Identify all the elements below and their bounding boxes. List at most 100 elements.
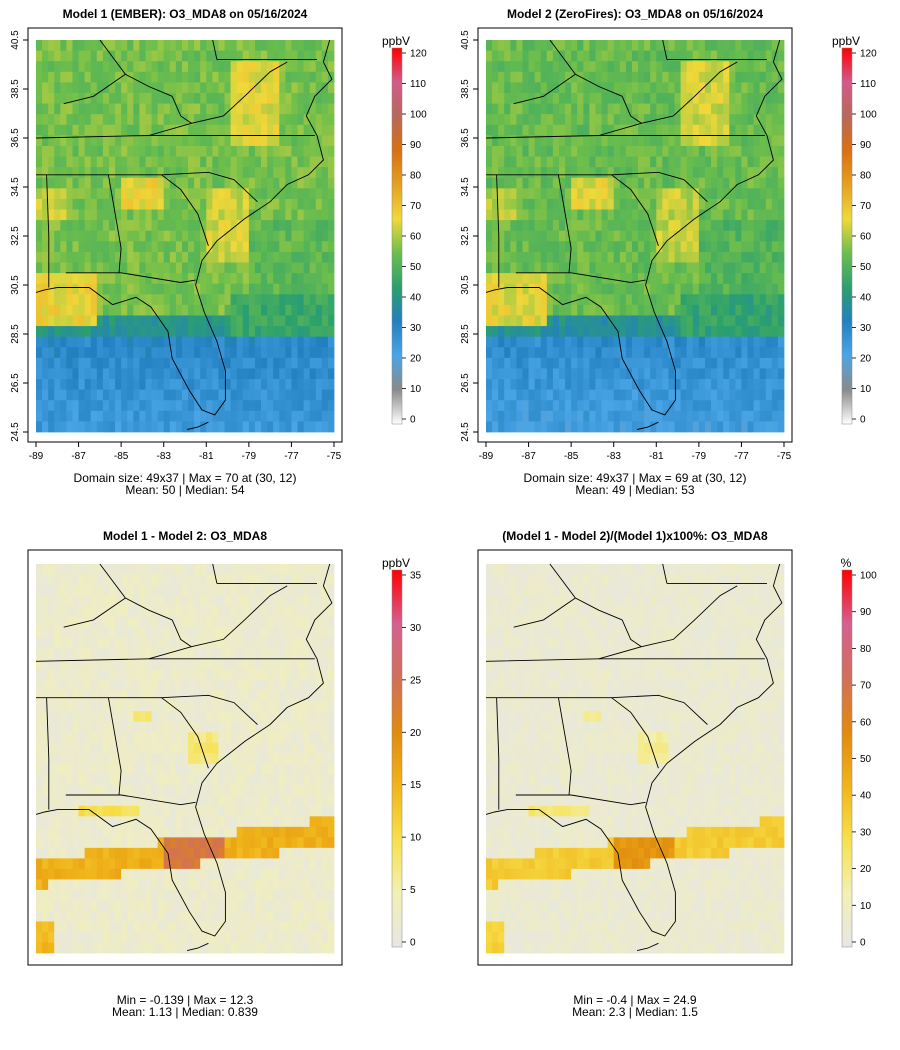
heat-cell [717, 167, 723, 178]
heat-cell [687, 241, 693, 252]
heat-cell [559, 358, 565, 369]
heat-cell [66, 921, 72, 932]
heat-cell [109, 617, 115, 628]
heat-cell [304, 252, 310, 263]
heat-cell [261, 273, 267, 284]
heat-cell [176, 848, 182, 859]
heat-cell [231, 210, 237, 221]
heat-cell [589, 178, 595, 189]
heat-cell [97, 40, 103, 51]
heat-cell [760, 135, 766, 146]
heat-cell [535, 167, 541, 178]
heat-cell [316, 421, 322, 432]
heat-cell [152, 368, 158, 379]
colorbar-gradient [842, 48, 852, 424]
heat-cell [164, 596, 170, 607]
heat-cell [243, 368, 249, 379]
heat-cell [188, 294, 194, 305]
heat-cell [72, 785, 78, 796]
heat-cell [218, 596, 224, 607]
heat-cell [772, 273, 778, 284]
heat-cell [121, 732, 127, 743]
heat-cell [60, 93, 66, 104]
heat-cell [133, 93, 139, 104]
heat-cell [176, 146, 182, 157]
heat-cell [729, 411, 735, 422]
heat-cell [547, 104, 553, 115]
heat-cell [188, 358, 194, 369]
heat-cell [176, 305, 182, 316]
heat-cell [255, 61, 261, 72]
heat-cell [176, 585, 182, 596]
heat-cell [675, 146, 681, 157]
heat-cell [541, 220, 547, 231]
heat-cell [766, 421, 772, 432]
heat-cell [602, 199, 608, 210]
heat-cell [145, 114, 151, 125]
heat-cell [91, 294, 97, 305]
heat-cell [754, 178, 760, 189]
heat-cell [602, 210, 608, 221]
heat-cell [748, 82, 754, 93]
heat-cell [638, 104, 644, 115]
heat-cell [565, 337, 571, 348]
heat-cell [176, 806, 182, 817]
heat-cell [91, 585, 97, 596]
heat-cell [243, 326, 249, 337]
heat-cell [54, 648, 60, 659]
heat-cell [91, 167, 97, 178]
heat-cell [510, 72, 516, 83]
heat-cell [249, 368, 255, 379]
heat-cell [310, 199, 316, 210]
heat-cell [632, 231, 638, 242]
heat-cell [121, 93, 127, 104]
heat-cell [206, 178, 212, 189]
heat-cell [127, 262, 133, 273]
heat-cell [231, 564, 237, 575]
heat-cell [109, 72, 115, 83]
heat-cell [225, 400, 231, 411]
heat-cell [212, 273, 218, 284]
heat-cell [103, 315, 109, 326]
heat-cell [54, 188, 60, 199]
heat-cell [182, 743, 188, 754]
heat-cell [291, 326, 297, 337]
heat-cell [109, 125, 115, 136]
heat-cell [206, 199, 212, 210]
heat-cell [72, 701, 78, 712]
heat-cell [316, 347, 322, 358]
heat-cell [310, 358, 316, 369]
heat-cell [589, 368, 595, 379]
heat-cell [103, 942, 109, 953]
heat-cell [632, 135, 638, 146]
heat-cell [589, 326, 595, 337]
heat-cell [115, 315, 121, 326]
heat-cell [322, 167, 328, 178]
heat-cell [121, 659, 127, 670]
heat-cell [164, 743, 170, 754]
heat-cell [36, 51, 42, 62]
heat-cell [54, 135, 60, 146]
heat-cell [170, 837, 176, 848]
heat-cell [547, 146, 553, 157]
heat-cell [85, 732, 91, 743]
heat-cell [662, 210, 668, 221]
heat-cell [602, 390, 608, 401]
heat-cell [261, 114, 267, 125]
heat-cell [115, 890, 121, 901]
heat-cell [91, 575, 97, 586]
heat-cell [48, 199, 54, 210]
heat-cell [304, 135, 310, 146]
heat-cell [492, 241, 498, 252]
heat-cell [231, 315, 237, 326]
heat-cell [571, 82, 577, 93]
heat-cell [200, 921, 206, 932]
heat-cell [225, 564, 231, 575]
heat-cell [279, 252, 285, 263]
heat-cell [644, 40, 650, 51]
heat-cell [614, 273, 620, 284]
heat-cell [535, 262, 541, 273]
heat-cell [133, 178, 139, 189]
heat-cell [632, 51, 638, 62]
